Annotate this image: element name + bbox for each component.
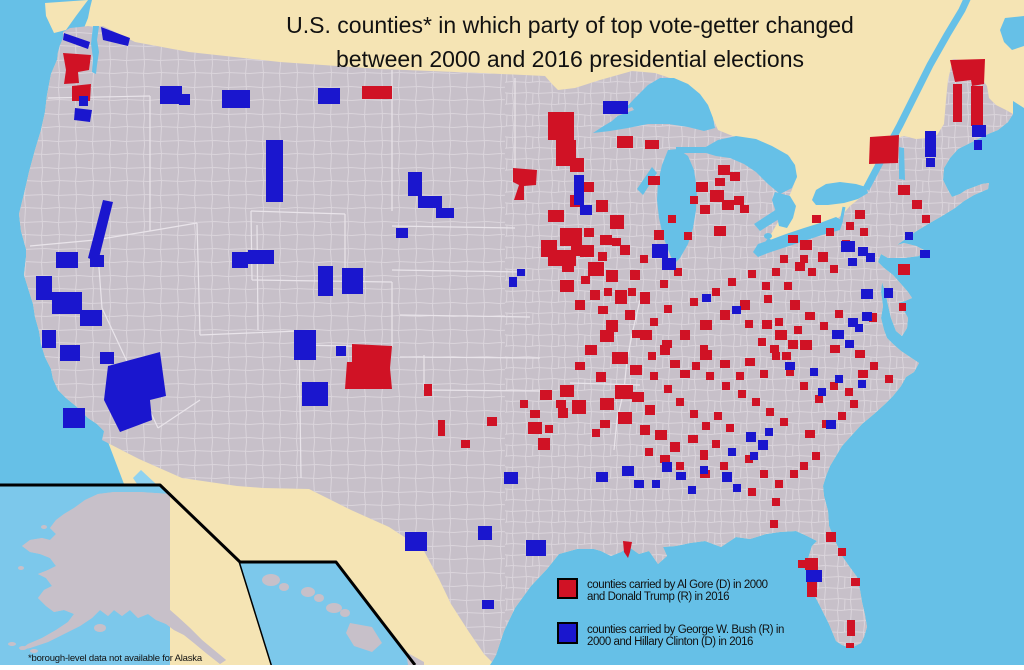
- svg-text:U.S. counties* in which party: U.S. counties* in which party of top vot…: [286, 12, 854, 38]
- svg-text:*borough-level data not availa: *borough-level data not available for Al…: [28, 653, 203, 664]
- svg-text:between 2000 and 2016 presiden: between 2000 and 2016 presidential elect…: [336, 46, 804, 72]
- svg-text:and Donald Trump (R) in 2016: and Donald Trump (R) in 2016: [587, 591, 729, 603]
- svg-text:counties carried by George W.: counties carried by George W. Bush (R) i…: [587, 624, 784, 636]
- svg-text:2000 and Hillary Clinton (D) i: 2000 and Hillary Clinton (D) in 2016: [587, 636, 753, 648]
- svg-text:counties carried by Al Gore (D: counties carried by Al Gore (D) in 2000: [587, 579, 768, 591]
